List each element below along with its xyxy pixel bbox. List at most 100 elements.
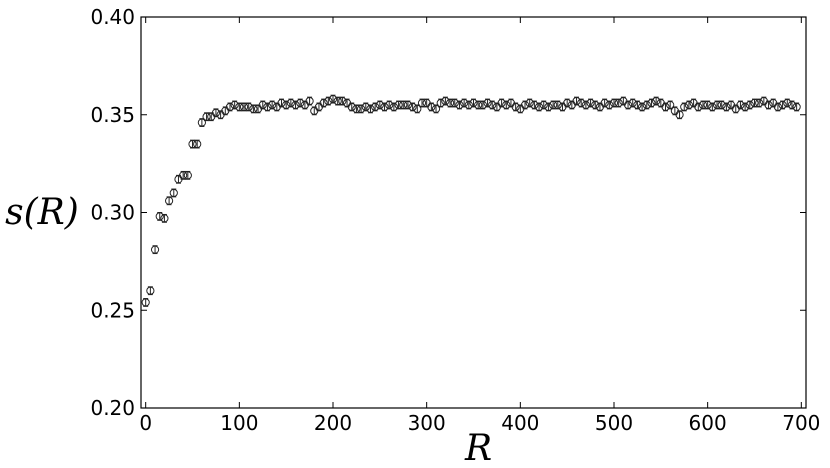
data-point <box>544 102 553 112</box>
data-point <box>652 96 661 106</box>
data-point <box>352 104 361 113</box>
data-point <box>525 98 534 108</box>
x-axis-label: R <box>464 428 492 468</box>
data-point <box>338 96 347 106</box>
data-point <box>450 98 459 108</box>
data-point <box>258 100 267 110</box>
data-point <box>703 100 712 110</box>
data-point <box>755 98 764 108</box>
data-point <box>291 100 300 110</box>
data-point <box>296 98 305 108</box>
data-points <box>141 94 801 307</box>
data-point <box>520 100 530 110</box>
data-point <box>441 96 450 106</box>
data-point <box>684 100 694 110</box>
data-point <box>722 102 731 112</box>
data-point <box>361 102 370 112</box>
data-point <box>385 100 394 110</box>
data-point <box>530 100 539 110</box>
data-point <box>614 98 623 108</box>
data-point <box>169 188 178 198</box>
data-point <box>282 100 291 110</box>
y-tick-label: 0.25 <box>90 298 135 322</box>
data-point <box>783 98 792 108</box>
data-point <box>741 102 750 112</box>
data-point <box>534 102 544 112</box>
x-tick-label: 300 <box>408 411 446 435</box>
y-tick-label: 0.35 <box>90 103 135 127</box>
data-point <box>141 298 150 307</box>
data-point <box>628 98 637 108</box>
data-point <box>225 102 235 112</box>
data-point <box>600 98 609 108</box>
data-point <box>408 102 417 112</box>
data-point <box>193 139 202 149</box>
data-point <box>609 98 619 108</box>
data-point <box>202 112 211 121</box>
data-point <box>183 171 192 180</box>
data-point <box>277 98 286 108</box>
data-point <box>698 100 708 110</box>
data-point <box>155 212 164 221</box>
data-point <box>717 100 726 110</box>
data-point <box>371 102 380 112</box>
data-point <box>399 100 408 110</box>
data-point <box>249 104 258 113</box>
data-point <box>239 102 249 112</box>
data-point <box>642 100 651 110</box>
data-point <box>750 98 759 108</box>
data-point <box>483 98 492 108</box>
data-point <box>666 100 675 110</box>
data-point <box>146 286 155 295</box>
data-point <box>563 98 572 108</box>
data-point <box>305 96 314 106</box>
data-point <box>436 98 445 108</box>
data-point <box>637 102 647 112</box>
data-point <box>605 100 614 110</box>
data-point <box>417 98 427 108</box>
data-point <box>586 98 595 108</box>
data-point <box>549 100 558 110</box>
data-point <box>366 104 375 113</box>
x-tick-label: 200 <box>314 411 352 435</box>
y-axis-ticks: 0.20 0.25 0.30 0.35 0.40 <box>90 5 806 420</box>
data-point <box>581 100 590 110</box>
data-point <box>712 100 722 110</box>
y-axis-label: s(R) <box>5 192 79 233</box>
data-point <box>188 139 197 149</box>
data-point <box>787 100 797 110</box>
data-point <box>736 100 745 110</box>
data-point <box>464 100 473 110</box>
data-point <box>488 100 497 110</box>
data-point <box>286 98 295 108</box>
data-point <box>511 102 520 112</box>
data-point <box>460 98 469 108</box>
data-point <box>164 196 174 205</box>
x-axis-ticks: 0 100 200 300 400 500 600 700 <box>139 17 820 435</box>
data-point <box>553 100 562 110</box>
data-point <box>319 98 328 108</box>
data-point <box>661 102 670 112</box>
data-point <box>235 102 244 112</box>
data-point <box>478 100 487 110</box>
x-tick-label: 100 <box>220 411 258 435</box>
data-point <box>357 104 366 113</box>
data-point <box>244 102 253 112</box>
data-point <box>394 100 403 110</box>
data-point <box>427 102 436 112</box>
data-point <box>413 104 422 113</box>
x-tick-label: 500 <box>595 411 633 435</box>
data-point <box>403 100 413 110</box>
data-point <box>764 100 773 110</box>
data-point <box>539 100 548 110</box>
data-point <box>263 102 272 112</box>
x-tick-label: 400 <box>501 411 539 435</box>
x-tick-label: 600 <box>689 411 727 435</box>
data-point <box>347 102 356 112</box>
data-point <box>445 98 455 108</box>
data-point <box>497 98 506 108</box>
y-tick-label: 0.20 <box>90 396 135 420</box>
data-point <box>474 100 483 110</box>
data-point <box>375 100 384 110</box>
